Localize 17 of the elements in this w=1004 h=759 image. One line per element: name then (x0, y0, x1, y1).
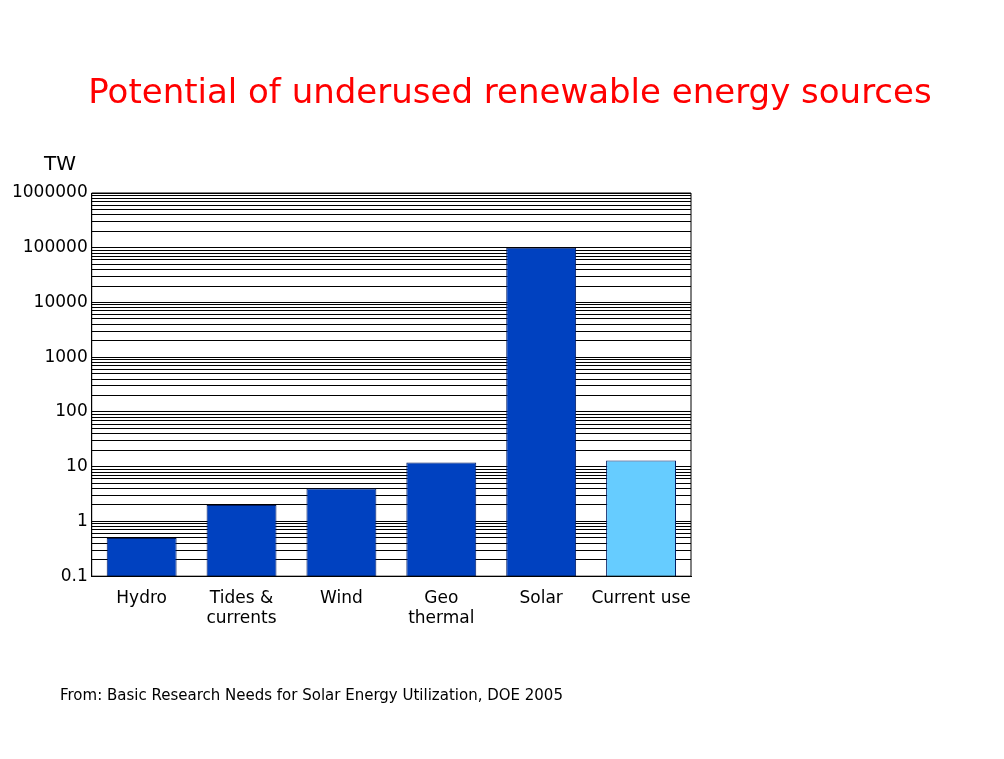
x-tick-label: Geo thermal (408, 586, 475, 628)
y-tick-label: 100 (55, 400, 88, 421)
y-axis-title: TW (43, 151, 77, 175)
y-tick-label: 1 (76, 509, 88, 530)
y-tick-label: 0.1 (60, 564, 88, 585)
text: From: Basic Research Needs for Solar Energy Utilization, DOE 2005 (60, 686, 563, 704)
x-tick-label: Wind (320, 586, 363, 607)
y-tick-label: 1000000 (11, 181, 88, 202)
x-tick-label: Hydro (116, 586, 167, 607)
y-tick-label: 10 (66, 455, 88, 476)
x-tick-label: Tides & currents (206, 586, 277, 628)
y-tick-label: 100000 (22, 236, 88, 257)
x-tick-label: Solar (519, 586, 563, 607)
y-tick-label: 10000 (33, 290, 88, 311)
y-tick-label: 1000 (44, 345, 88, 366)
x-tick-label: Current use (591, 586, 691, 607)
chart-title: Potential of underused renewable energy sources (88, 71, 932, 111)
